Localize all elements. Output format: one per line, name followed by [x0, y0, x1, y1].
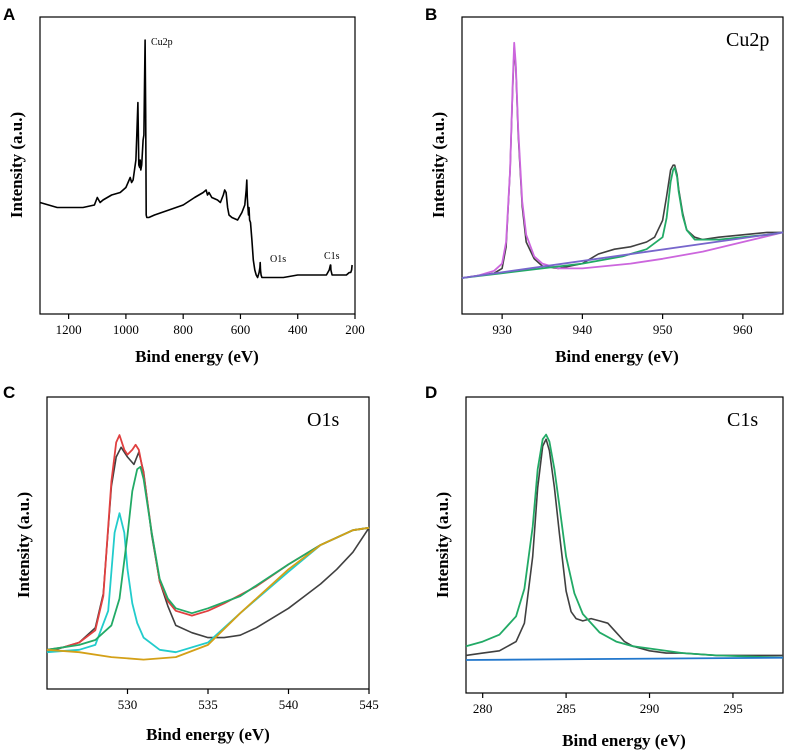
series-line-experimental [465, 438, 783, 657]
x-tick-label: 800 [173, 322, 193, 337]
x-tick-label: 940 [573, 322, 593, 337]
panel-a-xlabel: Bind energy (eV) [135, 347, 259, 366]
x-tick-label: 285 [556, 701, 576, 716]
panel-letter-b: B [425, 5, 437, 24]
panel-a: A 1200 1000 800 600 400 200 Bind energy (eV) … [3, 5, 365, 366]
series-line-experimental [46, 446, 370, 653]
series-line-survey [39, 39, 353, 279]
panel-d-ylabel: Intensity (a.u.) [433, 492, 452, 598]
x-tick-label: 535 [198, 697, 218, 712]
x-tick-label: 960 [733, 322, 753, 337]
panel-letter-a: A [3, 5, 15, 24]
x-tick-label: 290 [640, 701, 660, 716]
panel-a-ticks: 1200 1000 800 600 400 200 [56, 314, 365, 337]
panel-c-xlabel: Bind energy (eV) [146, 725, 270, 744]
panel-c-ylabel: Intensity (a.u.) [14, 492, 33, 598]
x-tick-label: 295 [723, 701, 743, 716]
series-line-adsorbed-o [46, 465, 370, 651]
panel-c-series [46, 434, 370, 661]
x-tick-label: 530 [118, 697, 138, 712]
panel-d-series [465, 433, 784, 661]
series-line-c-c-fit [465, 433, 784, 659]
panel-b: B 930 940 950 960 Cu2p Bind energy (eV) Int… [425, 5, 784, 366]
annotation-c1s: C1s [324, 251, 340, 262]
panel-d-xlabel: Bind energy (eV) [562, 731, 686, 750]
panel-b-series [461, 41, 784, 279]
series-line-lattice-o [46, 512, 370, 654]
panel-d-frame [465, 396, 784, 694]
panel-b-xlabel: Bind energy (eV) [555, 347, 679, 366]
panel-d: D 280 285 290 295 C1s Bind energy (eV) Inte… [425, 383, 784, 750]
x-tick-label: 600 [231, 322, 251, 337]
x-tick-label: 545 [359, 697, 379, 712]
annotation-o1s: O1s [270, 254, 286, 265]
x-tick-label: 400 [288, 322, 308, 337]
panel-a-series [39, 39, 353, 279]
panel-letter-c: C [3, 383, 15, 402]
panel-b-title: Cu2p [726, 29, 769, 51]
x-tick-label: 540 [279, 697, 299, 712]
series-line-baseline [465, 656, 784, 661]
panel-b-ylabel: Intensity (a.u.) [429, 112, 448, 218]
x-tick-label: 950 [653, 322, 673, 337]
series-line-envelope [46, 434, 370, 651]
series-line-cu-2p1-2-fit [461, 166, 784, 279]
x-tick-label: 200 [345, 322, 365, 337]
series-line-cu-2p3-2-fit [461, 41, 784, 279]
panel-a-frame [39, 16, 356, 315]
panel-d-ticks: 280 285 290 295 [473, 693, 743, 716]
annotation-cu2p: Cu2p [151, 37, 173, 48]
x-tick-label: 1200 [56, 322, 82, 337]
x-tick-label: 280 [473, 701, 493, 716]
series-line-baseline [46, 526, 370, 661]
panel-b-frame [461, 16, 784, 315]
panel-letter-d: D [425, 383, 437, 402]
panel-b-ticks: 930 940 950 960 [492, 314, 753, 337]
panel-a-ylabel: Intensity (a.u.) [7, 112, 26, 218]
panel-d-title: C1s [727, 409, 758, 431]
panel-c-ticks: 530 535 540 545 [118, 689, 379, 712]
panel-c: C 530 535 540 545 O1s Bind energy (eV) Inte… [3, 383, 379, 744]
series-line-baseline [461, 231, 784, 279]
x-tick-label: 1000 [113, 322, 139, 337]
panel-c-title: O1s [307, 409, 339, 431]
x-tick-label: 930 [492, 322, 512, 337]
